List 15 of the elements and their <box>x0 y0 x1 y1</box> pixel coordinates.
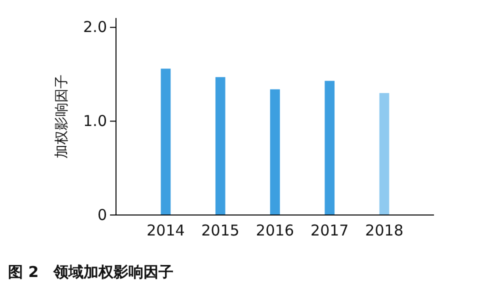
bar <box>270 89 280 215</box>
y-axis-title: 加权影响因子 <box>54 74 70 158</box>
bar <box>160 68 171 215</box>
y-tick-label: 2.0 <box>83 18 107 36</box>
x-tick-label: 2016 <box>256 222 294 240</box>
x-tick-label: 2014 <box>146 222 185 240</box>
bar <box>215 77 226 215</box>
y-tick-label: 0 <box>97 206 107 224</box>
bar <box>324 80 335 215</box>
bar <box>379 93 390 215</box>
y-tick-label: 1.0 <box>83 112 107 130</box>
text: 图 2 领域加权影响因子 <box>8 263 174 281</box>
x-tick-label: 2018 <box>365 222 404 240</box>
x-tick-label: 2015 <box>201 222 240 240</box>
x-tick-label: 2017 <box>310 222 349 240</box>
